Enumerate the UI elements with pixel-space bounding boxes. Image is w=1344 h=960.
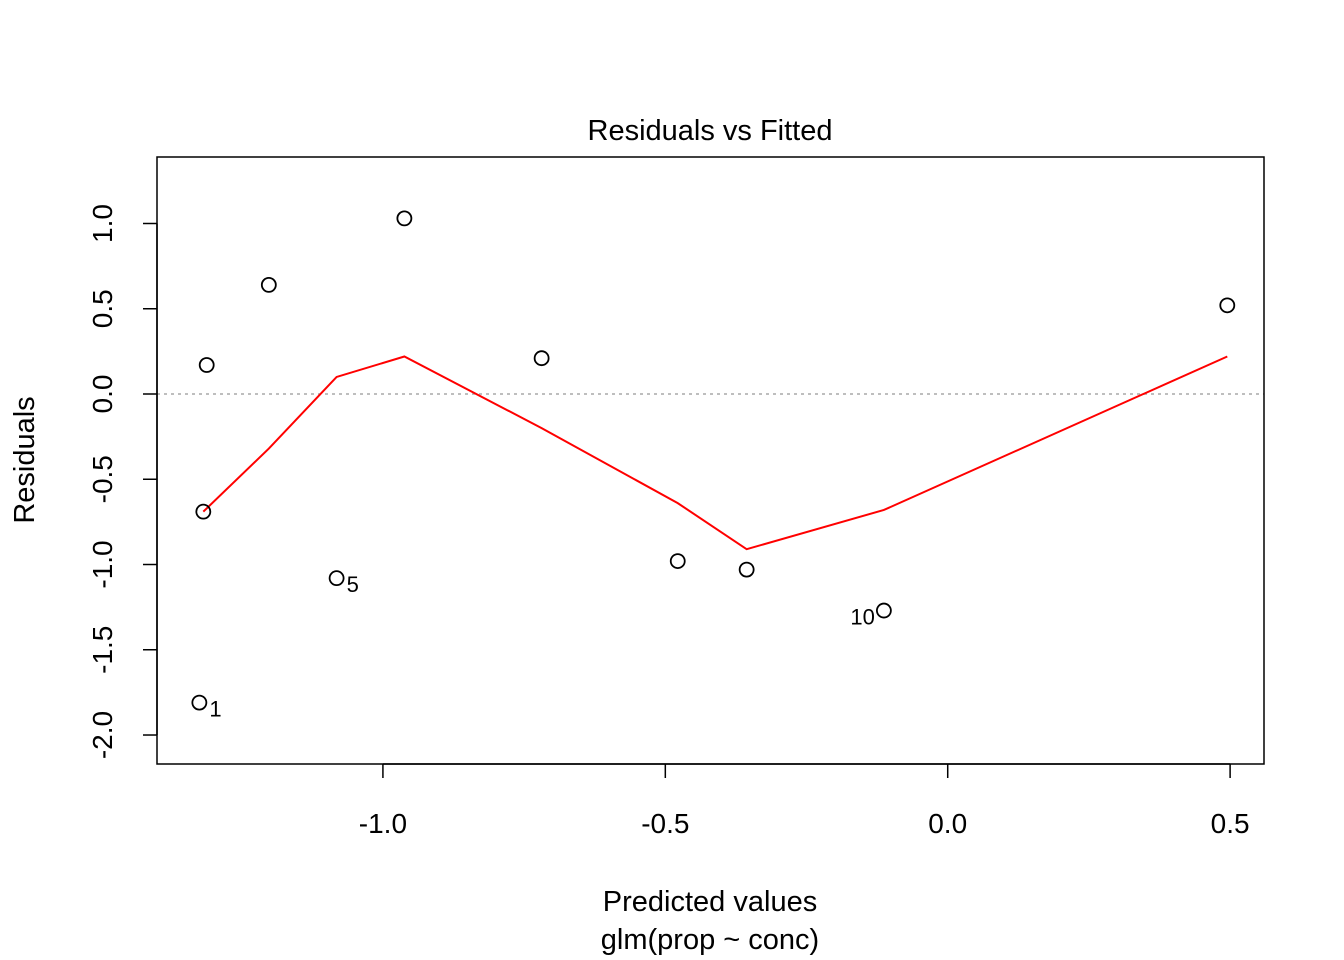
y-tick-label: 0.0	[87, 375, 118, 414]
data-point	[195, 503, 212, 520]
x-axis: -1.0 -0.5 0.0 0.5	[359, 763, 1250, 839]
y-tick-label: -2.0	[87, 711, 118, 759]
data-point	[328, 570, 345, 587]
data-point	[738, 561, 755, 578]
y-axis-label: Residuals	[9, 396, 41, 523]
x-tick-label: -1.0	[359, 808, 407, 839]
x-axis-subtitle: glm(prop ~ conc)	[601, 924, 819, 956]
data-point	[1219, 297, 1236, 314]
data-point	[533, 350, 550, 367]
data-point	[669, 553, 686, 569]
y-tick-label: 1.0	[87, 204, 118, 243]
plot-frame	[156, 156, 1265, 765]
data-point	[260, 276, 277, 293]
data-point	[191, 694, 208, 711]
data-point	[875, 602, 892, 619]
y-axis: -2.0 -1.5 -1.0 -0.5 0.0 0.5 1.0	[87, 204, 158, 759]
smooth-trend-line	[202, 355, 1228, 551]
y-tick-label: 0.5	[87, 289, 118, 328]
point-label: 10	[850, 605, 874, 630]
y-tick-label: -1.0	[87, 540, 118, 588]
x-tick-label: -0.5	[641, 808, 689, 839]
x-tick-label: 0.5	[1211, 808, 1250, 839]
y-tick-label: -1.5	[87, 626, 118, 674]
x-tick-label: 0.0	[928, 808, 967, 839]
x-axis-label: Predicted values	[603, 886, 817, 918]
data-point	[396, 210, 413, 227]
y-tick-label: -0.5	[87, 455, 118, 503]
point-label: 1	[209, 697, 221, 722]
point-label: 5	[347, 572, 359, 597]
chart-title: Residuals vs Fitted	[588, 115, 833, 147]
data-point	[198, 357, 215, 373]
